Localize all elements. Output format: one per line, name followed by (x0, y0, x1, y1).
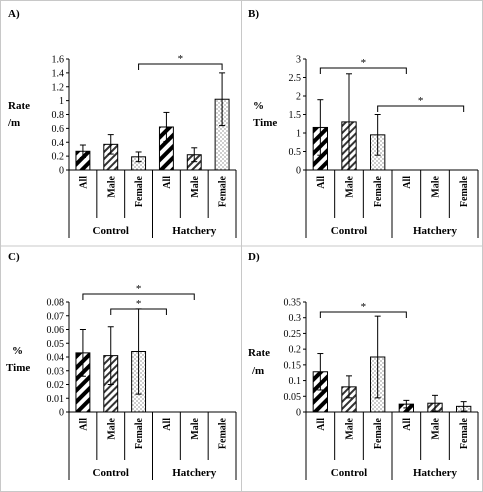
category-label: Male (431, 175, 442, 197)
y-tick-label: 0.01 (47, 394, 65, 405)
group-label: Hatchery (172, 225, 216, 237)
category-label: All (402, 176, 413, 189)
category-label: Female (459, 175, 470, 207)
category-label: All (162, 176, 173, 189)
y-tick-label: 0.2 (52, 152, 65, 163)
group-label: Control (331, 467, 367, 479)
significance-bracket (82, 293, 195, 300)
y-tick-label: 0.35 (284, 298, 302, 309)
significance-marker: * (136, 283, 142, 295)
significance-bracket (319, 67, 407, 74)
y-tick-label: 0 (59, 166, 64, 177)
y-axis-label: Rate/m (7, 100, 30, 129)
category-label: All (316, 176, 327, 189)
significance-marker: * (418, 95, 424, 107)
y-tick-label: 0.05 (47, 339, 65, 350)
category-label: Female (134, 417, 145, 449)
category-label: Male (106, 175, 117, 197)
y-tick-label: 1.2 (52, 82, 65, 93)
y-tick-label: 1.4 (52, 68, 65, 79)
y-tick-label: 0.06 (47, 325, 65, 336)
panel-label: D) (248, 251, 260, 263)
group-label: Control (93, 225, 129, 237)
category-label: Male (431, 417, 442, 439)
y-tick-label: 2.5 (289, 73, 302, 84)
group-label: Control (331, 225, 367, 237)
y-tick-label: 0.08 (47, 298, 65, 309)
y-axis-label: Rate/m (248, 347, 270, 377)
category-label: Male (345, 175, 356, 197)
significance-bracket (377, 105, 465, 112)
y-tick-label: 0.6 (52, 124, 65, 135)
y-axis-label: % Time (253, 100, 277, 129)
y-tick-label: 0.8 (52, 110, 65, 121)
y-tick-label: 0.25 (284, 329, 302, 340)
group-label: Hatchery (413, 225, 457, 237)
significance-bracket (110, 308, 167, 315)
y-tick-label: 0.4 (52, 138, 65, 149)
y-tick-label: 0.02 (47, 380, 65, 391)
y-tick-label: 0.15 (284, 360, 302, 371)
category-label: Female (373, 417, 384, 449)
y-tick-label: 0 (296, 166, 301, 177)
category-label: Male (345, 417, 356, 439)
category-label: All (162, 418, 173, 431)
category-label: All (316, 418, 327, 431)
significance-marker: * (136, 298, 142, 310)
panel-label: C) (8, 251, 20, 263)
y-tick-label: 0.3 (289, 313, 302, 324)
y-tick-label: 0 (296, 408, 301, 419)
y-tick-label: 0.2 (289, 345, 302, 356)
significance-bracket (138, 63, 223, 70)
category-label: Male (190, 175, 201, 197)
y-tick-label: 0.5 (289, 147, 302, 158)
y-tick-label: 0.03 (47, 366, 65, 377)
panel-c: C) % Time 0 0.01 0.02 0.03 0.04 0.05 0.06 0.07 0.08… (6, 251, 237, 480)
category-label: All (78, 418, 89, 431)
y-tick-label: 0.1 (289, 376, 302, 387)
group-label: Hatchery (413, 467, 457, 479)
y-tick-label: 3 (296, 55, 301, 66)
category-label: All (78, 176, 89, 189)
category-label: Female (134, 175, 145, 207)
panel-label: A) (8, 8, 20, 20)
significance-bracket (319, 311, 407, 318)
group-label: Control (93, 467, 129, 479)
y-tick-label: 0.07 (47, 311, 65, 322)
significance-marker: * (178, 53, 184, 65)
y-tick-label: 1 (59, 96, 64, 107)
y-tick-label: 0 (59, 408, 64, 419)
y-tick-label: 2 (296, 92, 301, 103)
category-label: Male (106, 417, 117, 439)
y-tick-label: 0.04 (47, 353, 65, 364)
y-tick-label: 1.6 (52, 55, 65, 66)
significance-marker: * (361, 57, 367, 69)
panel-a: A) Rate/m 0 0.2 0.4 0.6 0.8 1 1.2 1.4 1.6 All Male Fe… (7, 8, 237, 238)
y-tick-label: 1.5 (289, 110, 302, 121)
significance-marker: * (361, 301, 367, 313)
y-tick-label: 1 (296, 129, 301, 140)
y-axis-label: % Time (6, 345, 30, 374)
category-label: All (402, 418, 413, 431)
panel-d: D) Rate/m 0 0.05 0.1 0.15 0.2 0.25 0.3 0.35 All Mal… (248, 251, 479, 480)
category-label: Female (218, 417, 229, 449)
category-label: Female (218, 175, 229, 207)
category-label: Female (373, 175, 384, 207)
category-label: Female (459, 417, 470, 449)
group-label: Hatchery (172, 467, 216, 479)
y-tick-label: 0.05 (284, 392, 302, 403)
panel-label: B) (248, 8, 259, 20)
panel-b: B) % Time 0 0.5 1 1.5 2 2.5 3 All Male Female All Male… (248, 8, 479, 238)
category-label: Male (190, 417, 201, 439)
